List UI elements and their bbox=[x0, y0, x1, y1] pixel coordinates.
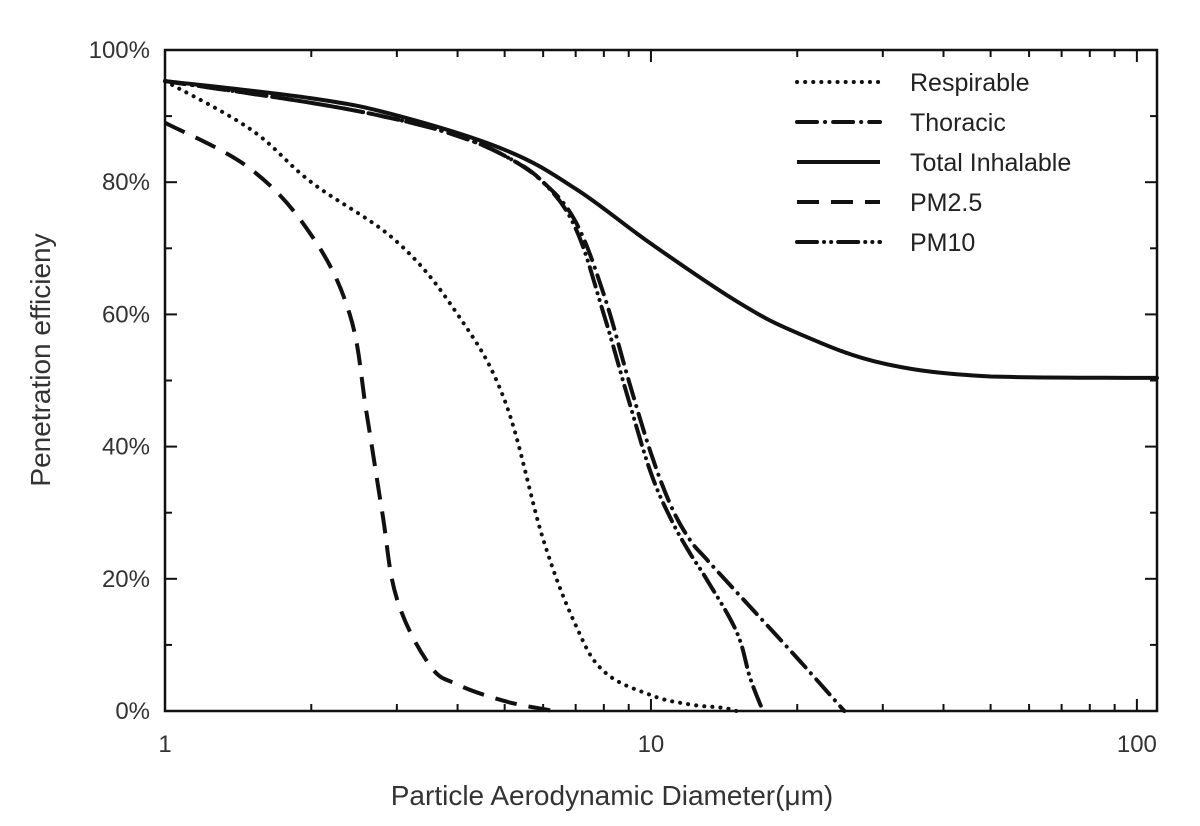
y-tick-label: 0% bbox=[115, 698, 150, 725]
legend-label-thoracic: Thoracic bbox=[910, 109, 1006, 137]
y-axis-title: Penetration efficieny bbox=[25, 233, 56, 486]
series-line-thoracic bbox=[163, 79, 847, 713]
legend: Respirable Thoracic Total Inhalable PM2.5 PM… bbox=[795, 69, 1071, 257]
x-tick-label: 100 bbox=[1117, 731, 1157, 758]
axis-ticks bbox=[164, 49, 1157, 712]
series-line-total-inhalable bbox=[164, 79, 1159, 380]
y-tick-label: 80% bbox=[102, 169, 150, 196]
x-tick-label: 1 bbox=[158, 731, 171, 758]
y-tick-label: 100% bbox=[89, 37, 150, 64]
x-tick-label: 10 bbox=[638, 731, 665, 758]
legend-label-total-inhalable: Total Inhalable bbox=[910, 149, 1071, 177]
y-tick-label: 40% bbox=[102, 434, 150, 461]
axis-tick-labels: 1 10 100 0% 20% 40% 60% 80% 100% bbox=[89, 37, 1157, 758]
legend-label-pm10: PM10 bbox=[910, 229, 975, 257]
legend-label-pm2-5: PM2.5 bbox=[910, 189, 982, 217]
y-tick-label: 20% bbox=[102, 566, 150, 593]
series-line-respirable bbox=[163, 79, 739, 713]
series-line-pm2-5 bbox=[164, 120, 554, 713]
legend-label-respirable: Respirable bbox=[910, 69, 1030, 97]
y-tick-label: 60% bbox=[102, 301, 150, 328]
x-axis-title: Particle Aerodynamic Diameter(μm) bbox=[391, 780, 833, 811]
series-line-pm10 bbox=[163, 79, 765, 713]
series-lines bbox=[163, 79, 1159, 713]
